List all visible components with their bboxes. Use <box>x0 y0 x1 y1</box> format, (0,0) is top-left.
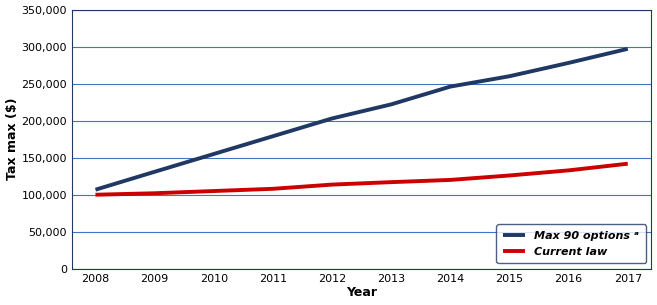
Current law <box>210 189 217 193</box>
Max 90 options ᵃ <box>446 85 454 88</box>
Current law <box>446 178 454 182</box>
Current law <box>387 180 395 184</box>
Max 90 options ᵃ <box>328 117 336 120</box>
Current law <box>624 162 632 166</box>
Max 90 options ᵃ <box>210 152 217 156</box>
Current law <box>269 187 277 191</box>
Max 90 options ᵃ <box>387 102 395 106</box>
Max 90 options ᵃ <box>565 61 573 65</box>
Max 90 options ᵃ <box>269 135 277 138</box>
Max 90 options ᵃ <box>150 170 158 174</box>
X-axis label: Year: Year <box>346 286 377 300</box>
Line: Max 90 options ᵃ: Max 90 options ᵃ <box>95 49 628 190</box>
Max 90 options ᵃ <box>624 47 632 51</box>
Line: Current law: Current law <box>95 164 628 195</box>
Current law <box>328 183 336 186</box>
Current law <box>91 193 99 196</box>
Y-axis label: Tax max ($): Tax max ($) <box>5 98 18 181</box>
Max 90 options ᵃ <box>91 188 99 192</box>
Legend: Max 90 options ᵃ, Current law: Max 90 options ᵃ, Current law <box>497 224 646 263</box>
Current law <box>150 192 158 195</box>
Current law <box>505 174 513 177</box>
Max 90 options ᵃ <box>505 74 513 78</box>
Current law <box>565 169 573 172</box>
